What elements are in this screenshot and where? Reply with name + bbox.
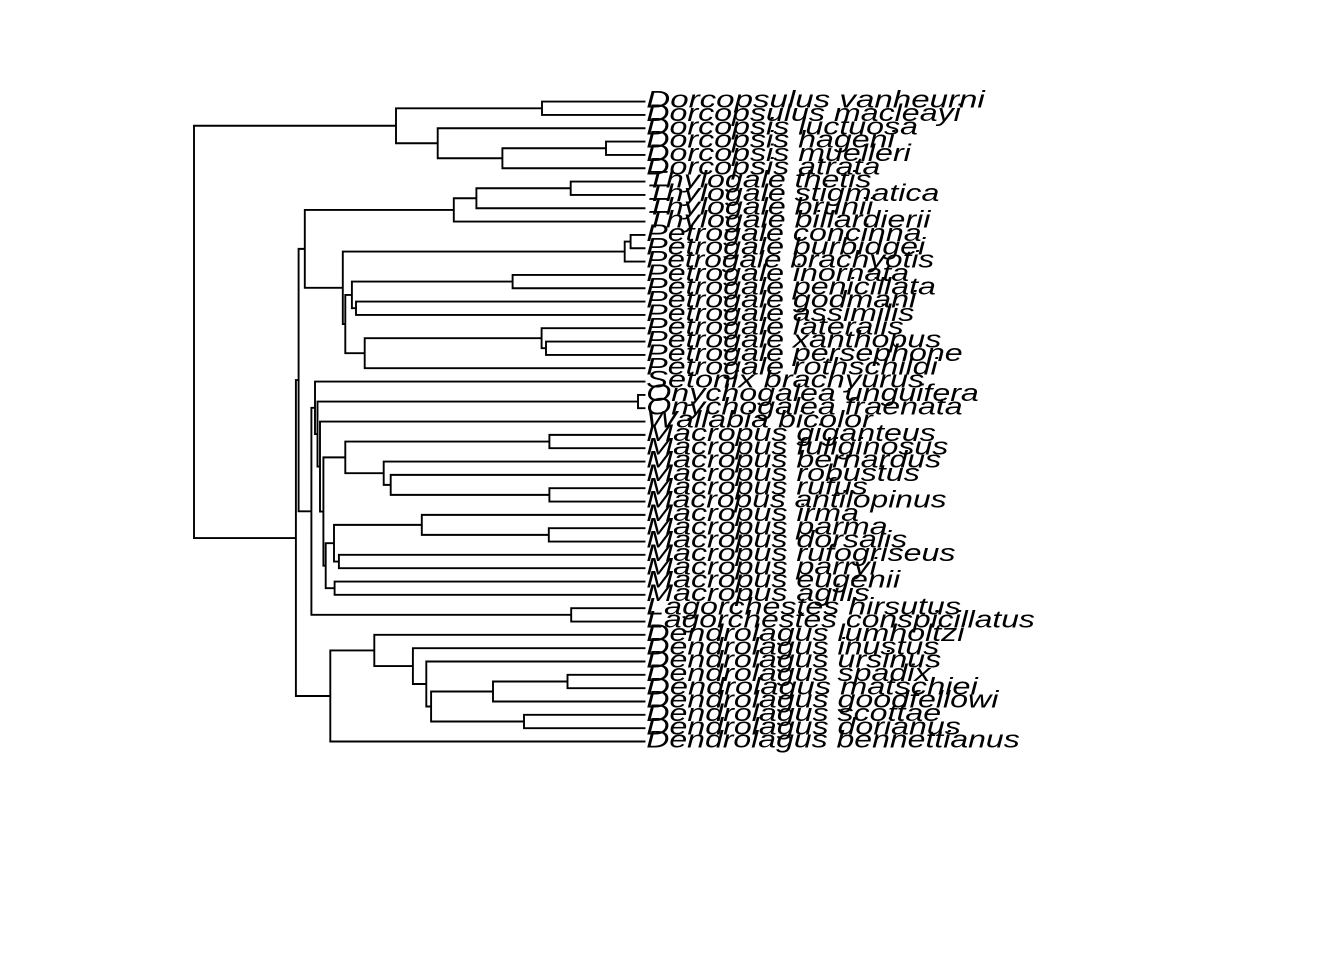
- svg-text:Macropus irma: Macropus irma: [646, 500, 859, 527]
- svg-text:Thylogale thetis: Thylogale thetis: [646, 167, 871, 194]
- svg-text:Dorcopsulus vanheurni: Dorcopsulus vanheurni: [646, 87, 985, 114]
- svg-text:Petrogale brachyotis: Petrogale brachyotis: [646, 247, 934, 274]
- svg-text:Dendrolagus bennettianus: Dendrolagus bennettianus: [646, 727, 1019, 754]
- svg-text:Petrogale penicillata: Petrogale penicillata: [646, 273, 936, 300]
- svg-text:Onychogalea unguifera: Onychogalea unguifera: [646, 380, 979, 407]
- svg-text:Dorcopsis atrata: Dorcopsis atrata: [646, 153, 880, 180]
- svg-text:Petrogale persephone: Petrogale persephone: [646, 340, 962, 367]
- svg-text:Wallabia bicolor: Wallabia bicolor: [646, 407, 874, 434]
- svg-text:Lagorchestes hirsutus: Lagorchestes hirsutus: [646, 593, 961, 620]
- svg-text:Petrogale lateralis: Petrogale lateralis: [646, 313, 903, 340]
- svg-text:Petrogale xanthopus: Petrogale xanthopus: [646, 327, 941, 354]
- svg-text:Thylogale brunii: Thylogale brunii: [646, 193, 874, 220]
- svg-text:Onychogalea fraenata: Onychogalea fraenata: [646, 393, 962, 420]
- svg-text:Dorcopsis muelleri: Dorcopsis muelleri: [646, 140, 911, 167]
- svg-text:Dendrolagus spadix: Dendrolagus spadix: [646, 660, 932, 687]
- svg-text:Dendrolagus matschiei: Dendrolagus matschiei: [646, 673, 978, 700]
- svg-text:Dendrolagus scottae: Dendrolagus scottae: [646, 700, 941, 727]
- svg-text:Dendrolagus inustus: Dendrolagus inustus: [646, 633, 939, 660]
- svg-text:Dendrolagus dorianus: Dendrolagus dorianus: [646, 713, 961, 740]
- svg-text:Petrogale rothschildi: Petrogale rothschildi: [646, 353, 938, 380]
- svg-text:Petrogale inornata: Petrogale inornata: [646, 260, 909, 287]
- svg-text:Dorcopsulus macleayi: Dorcopsulus macleayi: [646, 100, 961, 127]
- svg-text:Macropus rufus: Macropus rufus: [646, 473, 868, 500]
- svg-text:Dendrolagus goodfellowi: Dendrolagus goodfellowi: [646, 687, 999, 714]
- svg-text:Dendrolagus lumholtzi: Dendrolagus lumholtzi: [646, 620, 965, 647]
- svg-text:Dendrolagus ursinus: Dendrolagus ursinus: [646, 647, 941, 674]
- svg-text:Petrogale godmani: Petrogale godmani: [646, 287, 917, 314]
- svg-text:Macropus eugenii: Macropus eugenii: [646, 567, 901, 594]
- svg-text:Macropus dorsalis: Macropus dorsalis: [646, 527, 907, 554]
- svg-text:Petrogale burbidgei: Petrogale burbidgei: [646, 233, 926, 260]
- svg-text:Thylogale billardierii: Thylogale billardierii: [646, 207, 931, 234]
- svg-text:Macropus parma: Macropus parma: [646, 513, 887, 540]
- svg-text:Setonix brachyurus: Setonix brachyurus: [646, 367, 924, 394]
- svg-text:Thylogale stigmatica: Thylogale stigmatica: [646, 180, 939, 207]
- svg-text:Macropus fuliginosus: Macropus fuliginosus: [646, 433, 948, 460]
- svg-text:Petrogale concinna: Petrogale concinna: [646, 220, 921, 247]
- svg-text:Macropus giganteus: Macropus giganteus: [646, 420, 936, 447]
- svg-text:Macropus robustus: Macropus robustus: [646, 460, 920, 487]
- svg-text:Macropus rufogriseus: Macropus rufogriseus: [646, 540, 955, 567]
- svg-text:Dorcopsis hageni: Dorcopsis hageni: [646, 127, 895, 154]
- svg-text:Petrogale assimilis: Petrogale assimilis: [646, 300, 914, 327]
- svg-text:Lagorchestes conspicillatus: Lagorchestes conspicillatus: [646, 607, 1035, 634]
- svg-text:Dorcopsis luctuosa: Dorcopsis luctuosa: [646, 113, 918, 140]
- svg-text:Macropus parryi: Macropus parryi: [646, 553, 877, 580]
- svg-text:Macropus antilopinus: Macropus antilopinus: [646, 487, 946, 514]
- svg-text:Macropus agilis: Macropus agilis: [646, 580, 869, 607]
- svg-text:Macropus bernardus: Macropus bernardus: [646, 447, 941, 474]
